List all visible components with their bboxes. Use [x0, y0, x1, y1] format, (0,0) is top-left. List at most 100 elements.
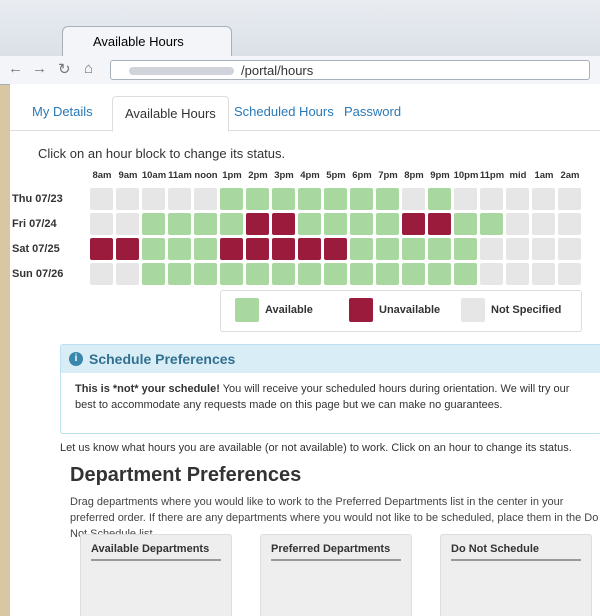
hour-cell[interactable]: [350, 213, 373, 235]
hour-cell[interactable]: [298, 238, 321, 260]
hour-label: 3pm: [274, 170, 294, 181]
hour-cell[interactable]: [168, 263, 191, 285]
hour-cell[interactable]: [532, 213, 555, 235]
hour-cell[interactable]: [324, 213, 347, 235]
hour-cell[interactable]: [246, 188, 269, 210]
hour-cell[interactable]: [246, 238, 269, 260]
hour-cell[interactable]: [90, 188, 113, 210]
hour-cell[interactable]: [168, 238, 191, 260]
hour-cell[interactable]: [350, 263, 373, 285]
hour-label: 4pm: [300, 170, 320, 181]
hour-cell[interactable]: [116, 213, 139, 235]
hour-cell[interactable]: [246, 213, 269, 235]
hour-cell[interactable]: [532, 188, 555, 210]
legend-label: Unavailable: [379, 304, 441, 316]
legend-label: Not Specified: [491, 304, 562, 316]
hour-cell[interactable]: [558, 263, 581, 285]
hour-cell[interactable]: [480, 238, 503, 260]
hour-cell[interactable]: [116, 188, 139, 210]
hour-cell[interactable]: [324, 238, 347, 260]
hour-cell[interactable]: [402, 213, 425, 235]
hour-cell[interactable]: [272, 213, 295, 235]
back-button[interactable]: ←: [8, 60, 23, 77]
hour-cell[interactable]: [532, 238, 555, 260]
hour-cell[interactable]: [480, 213, 503, 235]
hour-cell[interactable]: [220, 188, 243, 210]
hour-cell[interactable]: [90, 213, 113, 235]
hour-cell[interactable]: [272, 263, 295, 285]
hour-label: 9am: [118, 170, 138, 181]
hour-cell[interactable]: [558, 188, 581, 210]
hour-cell[interactable]: [168, 213, 191, 235]
hour-cell[interactable]: [246, 263, 269, 285]
hour-cell[interactable]: [428, 238, 451, 260]
hour-cell[interactable]: [194, 238, 217, 260]
hour-cell[interactable]: [116, 238, 139, 260]
hour-cell[interactable]: [220, 238, 243, 260]
hour-cell[interactable]: [480, 188, 503, 210]
page: My Details Available Hours Scheduled Hours…: [10, 84, 600, 616]
hour-cell[interactable]: [142, 238, 165, 260]
hour-cell[interactable]: [90, 263, 113, 285]
hour-cell[interactable]: [376, 238, 399, 260]
day-label: Sun 07/26: [12, 268, 64, 280]
hour-cell[interactable]: [402, 188, 425, 210]
hour-cell[interactable]: [376, 188, 399, 210]
day-label: Sat 07/25: [12, 243, 60, 255]
hour-cell[interactable]: [532, 263, 555, 285]
hour-cell[interactable]: [194, 188, 217, 210]
hour-cell[interactable]: [428, 213, 451, 235]
hour-cell[interactable]: [116, 263, 139, 285]
tab[interactable]: Scheduled Hours: [234, 104, 334, 119]
hour-cell[interactable]: [324, 263, 347, 285]
hour-cell[interactable]: [454, 238, 477, 260]
hour-cell[interactable]: [272, 238, 295, 260]
hour-cell[interactable]: [454, 188, 477, 210]
hour-cell[interactable]: [454, 213, 477, 235]
reload-button[interactable]: ↻: [58, 61, 71, 78]
hour-cell[interactable]: [376, 213, 399, 235]
hour-cell[interactable]: [90, 238, 113, 260]
hour-cell[interactable]: [454, 263, 477, 285]
hour-cell[interactable]: [350, 238, 373, 260]
hour-cell[interactable]: [142, 263, 165, 285]
hour-cell[interactable]: [142, 213, 165, 235]
hour-cell[interactable]: [506, 263, 529, 285]
column-title: Do Not Schedule: [451, 543, 581, 561]
hour-cell[interactable]: [480, 263, 503, 285]
address-bar[interactable]: /portal/hours: [110, 60, 590, 80]
hour-cell[interactable]: [298, 213, 321, 235]
hour-cell[interactable]: [272, 188, 295, 210]
hour-cell[interactable]: [168, 188, 191, 210]
hour-cell[interactable]: [506, 238, 529, 260]
forward-button[interactable]: →: [32, 60, 47, 77]
hour-cell[interactable]: [506, 188, 529, 210]
panel-header: i Schedule Preferences: [61, 345, 600, 373]
home-button[interactable]: ⌂: [84, 60, 94, 77]
hour-cell[interactable]: [220, 263, 243, 285]
hour-cell[interactable]: [428, 188, 451, 210]
hour-cell[interactable]: [298, 263, 321, 285]
hour-cell[interactable]: [298, 188, 321, 210]
hour-cell[interactable]: [220, 213, 243, 235]
tab[interactable]: My Details: [32, 104, 93, 119]
department-column: Available Departments: [80, 534, 232, 616]
hour-cell[interactable]: [428, 263, 451, 285]
tab[interactable]: Password: [344, 104, 402, 119]
hour-cell[interactable]: [194, 213, 217, 235]
hour-cell[interactable]: [506, 213, 529, 235]
hour-cell[interactable]: [558, 238, 581, 260]
hour-cell[interactable]: [402, 263, 425, 285]
browser-tab[interactable]: Available Hours: [62, 26, 232, 56]
tab[interactable]: Available Hours: [112, 96, 229, 132]
hour-cell[interactable]: [350, 188, 373, 210]
hour-cell[interactable]: [142, 188, 165, 210]
hour-cell[interactable]: [376, 263, 399, 285]
hour-cell[interactable]: [194, 263, 217, 285]
hour-cell[interactable]: [402, 238, 425, 260]
browser-chrome: Available Hours ← → ↻ ⌂ /portal/hours: [0, 0, 600, 85]
hour-cell[interactable]: [324, 188, 347, 210]
tab-bar: My Details Available Hours Scheduled Hours…: [10, 96, 600, 132]
hour-cell[interactable]: [558, 213, 581, 235]
